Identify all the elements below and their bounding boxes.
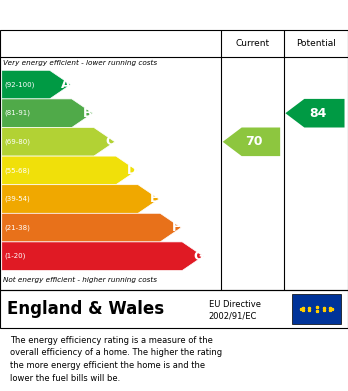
Text: B: B [83,107,92,120]
Polygon shape [2,242,203,271]
Polygon shape [285,99,345,127]
Text: (39-54): (39-54) [4,196,30,202]
Text: England & Wales: England & Wales [7,300,164,318]
Text: F: F [172,221,180,234]
Text: (21-38): (21-38) [4,224,30,231]
Text: 84: 84 [309,107,326,120]
Text: EU Directive: EU Directive [209,300,261,309]
Text: (1-20): (1-20) [4,253,25,260]
Text: Not energy efficient - higher running costs: Not energy efficient - higher running co… [3,277,158,283]
Text: The energy efficiency rating is a measure of the
overall efficiency of a home. T: The energy efficiency rating is a measur… [10,335,223,383]
Text: Very energy efficient - lower running costs: Very energy efficient - lower running co… [3,59,158,66]
Bar [292,294,341,324]
Text: (69-80): (69-80) [4,138,30,145]
Text: 70: 70 [246,135,263,148]
Text: E: E [150,192,158,206]
Text: D: D [127,164,137,177]
Text: (55-68): (55-68) [4,167,30,174]
Text: C: C [105,135,114,148]
Text: (92-100): (92-100) [4,81,34,88]
Polygon shape [2,213,181,242]
Polygon shape [2,70,71,99]
Polygon shape [223,127,280,156]
Text: Energy Efficiency Rating: Energy Efficiency Rating [10,7,220,23]
Polygon shape [2,99,93,127]
Text: 2002/91/EC: 2002/91/EC [209,311,257,320]
Text: Current: Current [235,39,269,48]
Text: G: G [193,250,203,263]
Text: (81-91): (81-91) [4,110,30,117]
Polygon shape [2,156,137,185]
Polygon shape [2,185,159,213]
Polygon shape [2,127,115,156]
Text: Potential: Potential [296,39,336,48]
Text: A: A [61,78,70,91]
